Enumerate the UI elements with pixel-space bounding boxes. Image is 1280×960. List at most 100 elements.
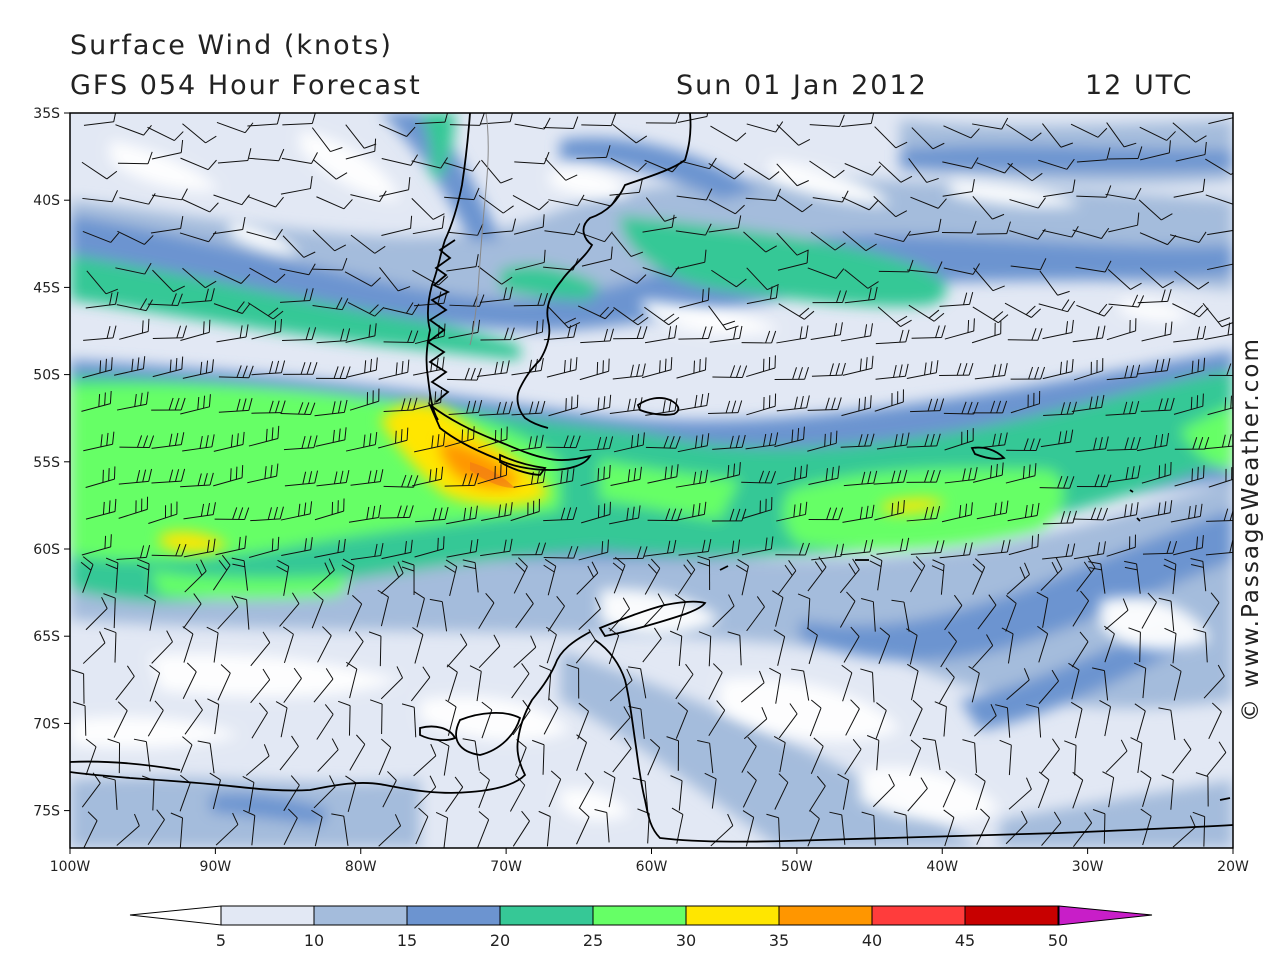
wind-barb [469, 665, 482, 702]
wind-barb [107, 738, 121, 774]
wind-barb [1075, 436, 1109, 453]
wind-barb [282, 327, 317, 341]
wind-barb [1072, 590, 1090, 627]
wind-barb [341, 558, 355, 595]
wind-barb [842, 355, 874, 376]
wind-barb [1205, 194, 1233, 205]
wind-barb [1207, 395, 1233, 416]
wind-barb [973, 267, 1005, 292]
wind-barb [773, 736, 786, 773]
wind-barb [1038, 669, 1059, 705]
colorbar-min-arrow [129, 905, 222, 926]
wind-barb [776, 325, 809, 344]
wind-barb [116, 391, 149, 411]
wind-barb [769, 667, 782, 704]
wind-barb [215, 812, 239, 846]
wind-barb [543, 558, 557, 596]
wind-barb [908, 304, 945, 322]
wind-barb [1072, 771, 1084, 809]
lon-label: 60W [636, 859, 668, 875]
wind-barb [446, 539, 479, 558]
wind-barb [944, 318, 975, 340]
wind-barb [1105, 187, 1142, 200]
wind-barb [1174, 357, 1206, 379]
wind-barb [1005, 463, 1037, 484]
wind-barb [338, 700, 351, 736]
lat-label: 70S [33, 716, 60, 732]
wind-barb [710, 125, 747, 142]
wind-barb [939, 542, 973, 559]
wind-barb [444, 426, 475, 448]
wind-barb [766, 813, 781, 848]
wind-barb [1106, 318, 1137, 341]
wind-barb [182, 267, 217, 289]
wind-barb [1042, 359, 1074, 380]
wind-barb [197, 740, 215, 774]
wind-barb [116, 544, 151, 560]
wind-barb [1106, 364, 1141, 381]
wind-barb [995, 704, 1011, 738]
wind-barb [283, 667, 302, 703]
wind-barb [115, 665, 135, 701]
wind-barb [1076, 147, 1111, 163]
wind-barb [476, 360, 510, 377]
wind-barb [776, 163, 809, 187]
wind-barb [906, 469, 941, 483]
wind-barb [548, 770, 562, 808]
wind-barb [708, 400, 743, 414]
wind-barb [378, 124, 416, 137]
wind-barb [515, 249, 546, 271]
wind-barb [1174, 436, 1210, 450]
wind-barb [741, 536, 774, 556]
wind-barb [609, 706, 631, 741]
wind-barb [213, 465, 244, 487]
wind-barb [348, 594, 363, 632]
wind-barb [972, 634, 994, 669]
wind-barb [910, 540, 945, 555]
wind-barb [906, 506, 941, 522]
wind-barb [212, 216, 246, 235]
wind-barb [576, 145, 611, 159]
wind-barb [1140, 267, 1174, 289]
wind-barb [150, 215, 184, 234]
wind-barb [580, 328, 614, 344]
wind-barb [345, 323, 377, 343]
wind-barb [313, 159, 348, 180]
wind-barb [1202, 592, 1220, 629]
lon-label: 20W [1217, 859, 1249, 875]
wind-barb [1208, 363, 1233, 376]
wind-barb [891, 599, 910, 632]
wind-barb [1075, 260, 1112, 273]
wind-barb [1106, 436, 1141, 451]
wind-barb [513, 214, 545, 235]
wind-barb [184, 699, 203, 735]
wind-barb [1006, 438, 1041, 452]
wind-barb [231, 557, 249, 591]
colorbar-label: 15 [397, 931, 417, 950]
wind-barb [808, 775, 826, 812]
wind-barb [940, 631, 957, 668]
wind-barb [378, 359, 410, 380]
wind-barb [412, 269, 449, 286]
wind-barb [710, 462, 741, 483]
wind-barb [1068, 662, 1080, 700]
wind-barb [82, 357, 113, 379]
wind-barb [837, 773, 850, 810]
wind-barb [544, 158, 578, 181]
wind-barb [609, 397, 643, 414]
wind-barb [643, 539, 677, 557]
wind-barb [1106, 534, 1136, 557]
wind-barb [216, 324, 249, 343]
wind-barb [869, 554, 883, 591]
wind-barb [513, 557, 528, 594]
wind-barb [807, 556, 827, 592]
wind-barb [312, 257, 348, 271]
wind-barb [444, 473, 479, 487]
wind-barb [741, 470, 777, 484]
wind-barb [711, 508, 747, 522]
wind-barb [283, 435, 318, 451]
wind-barb [511, 663, 530, 699]
wind-barb [152, 356, 184, 378]
wind-barb [647, 738, 661, 776]
wind-barb [118, 468, 153, 485]
